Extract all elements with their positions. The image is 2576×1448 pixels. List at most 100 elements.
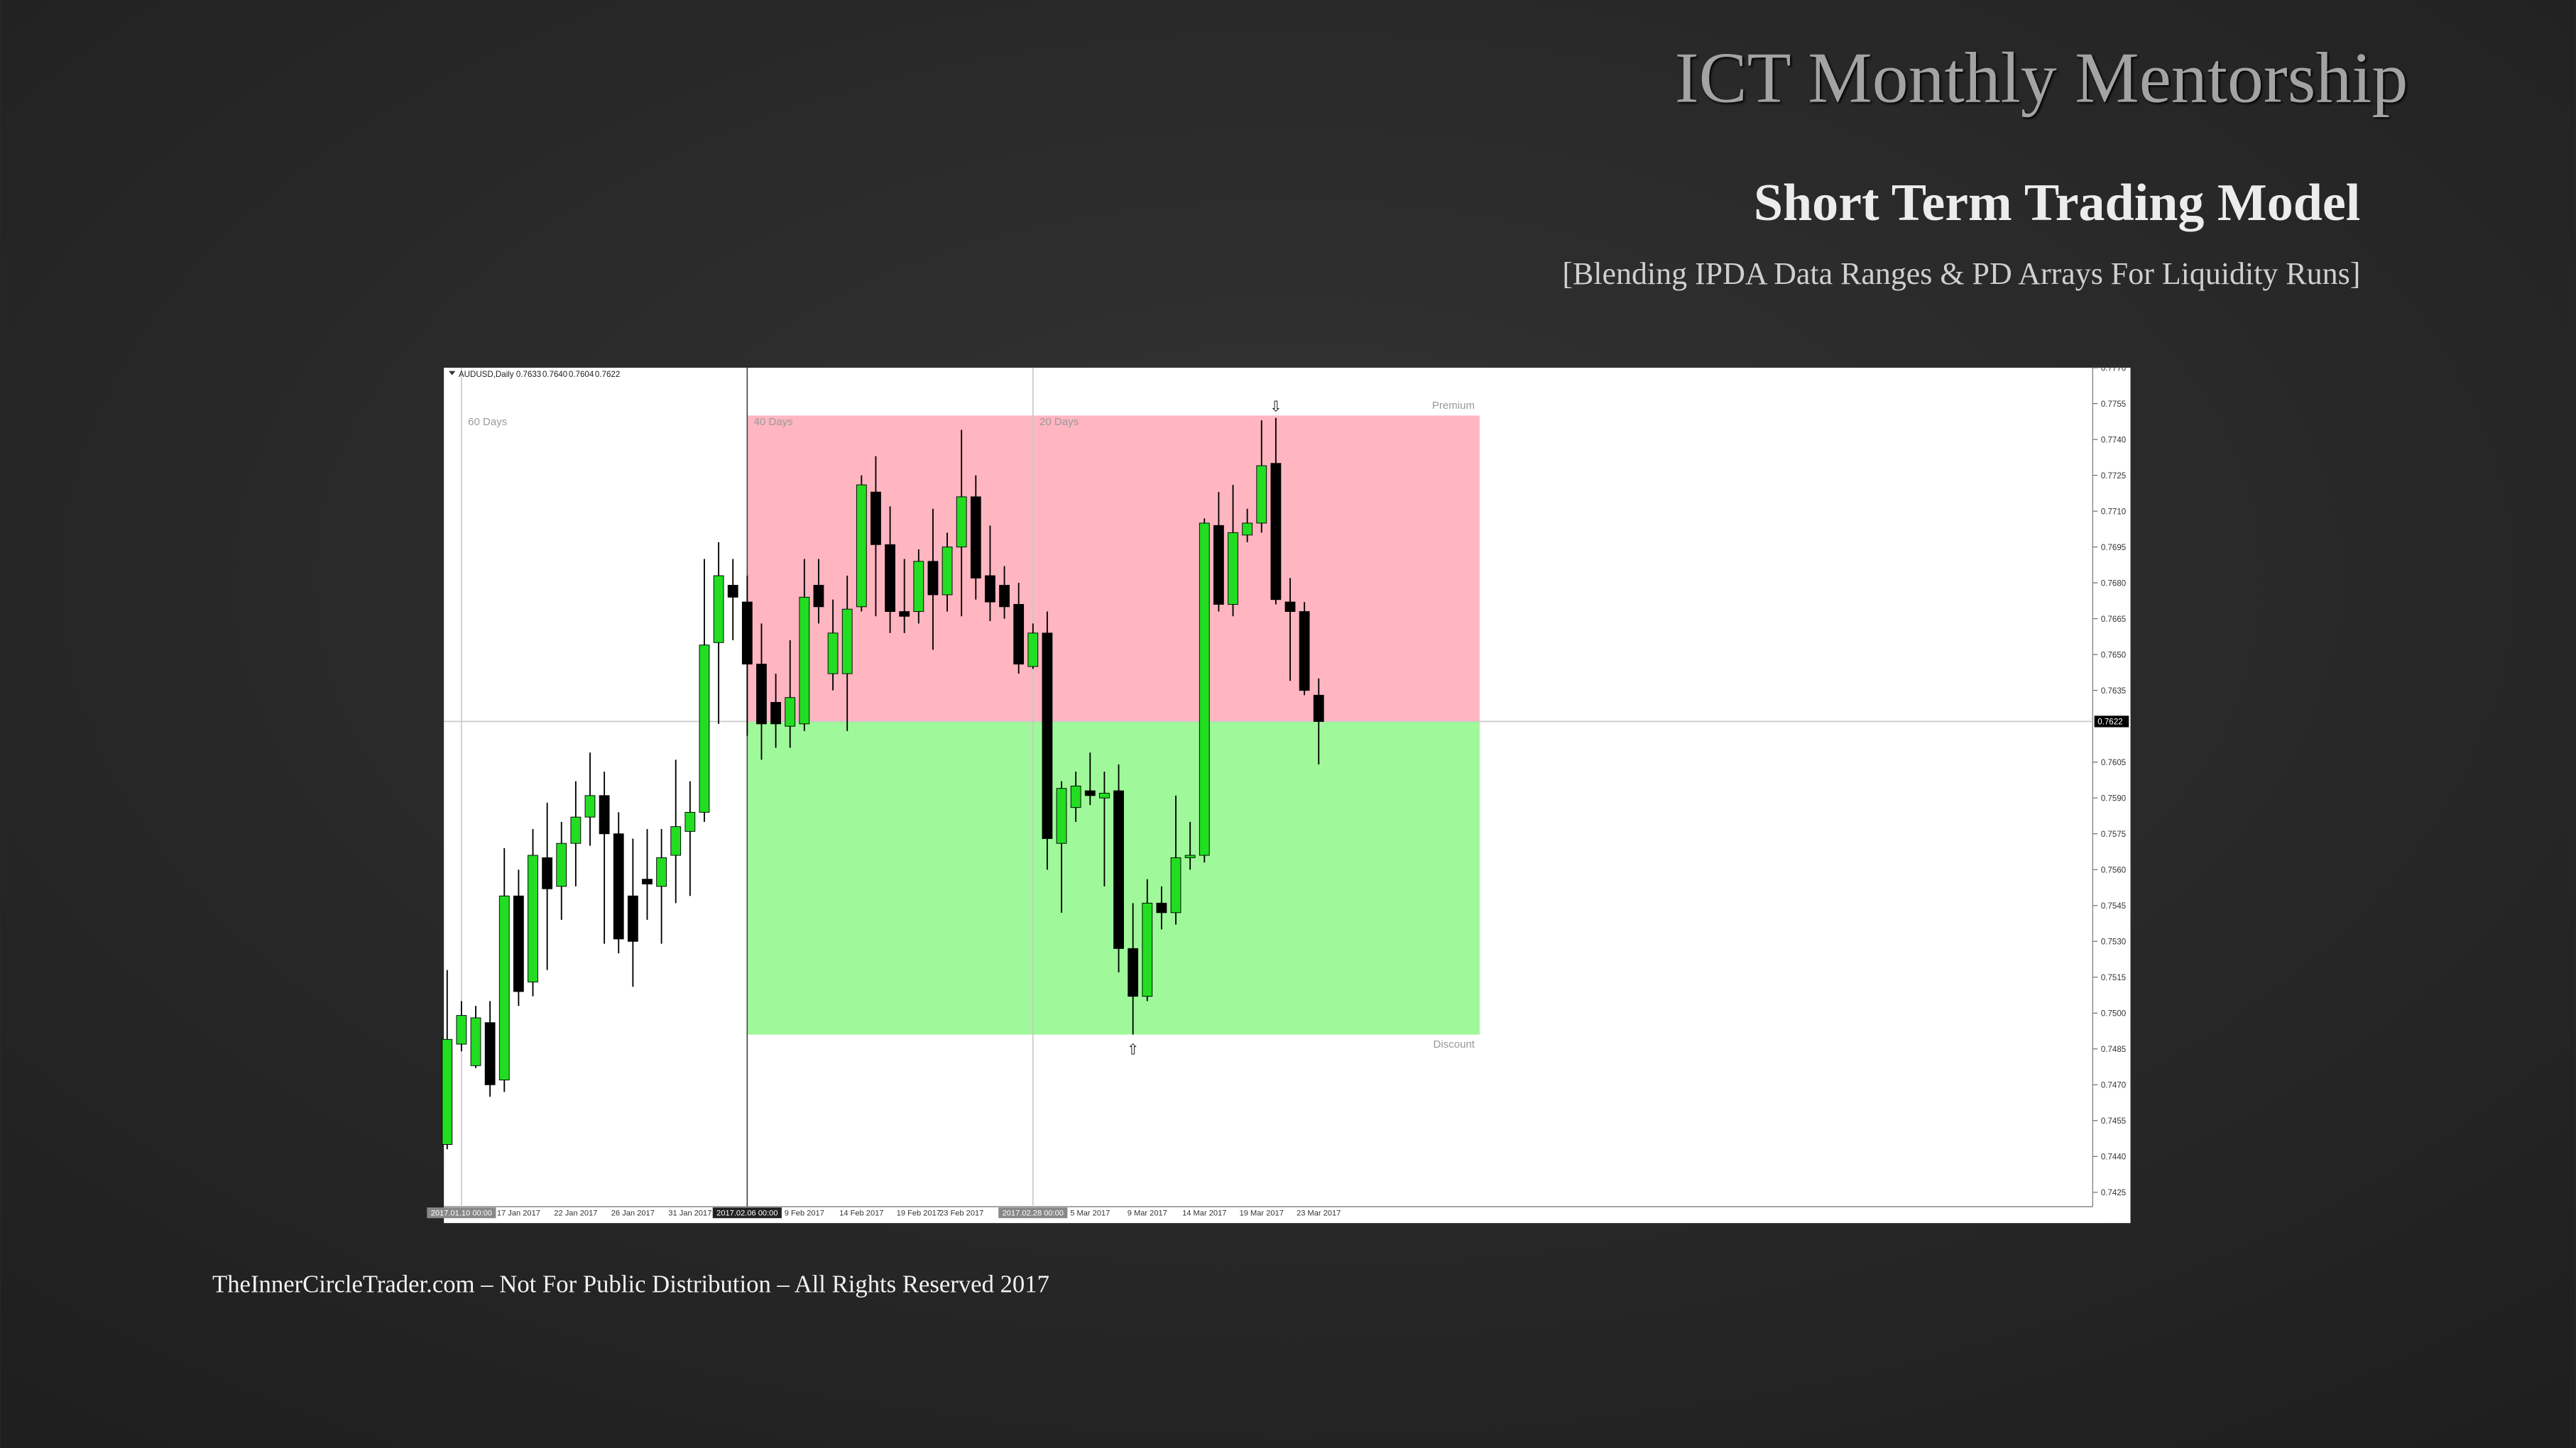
arrow: ⇧ — [1127, 1041, 1139, 1058]
candle-body — [1070, 785, 1081, 808]
y-tick-label: 0.7740 — [2101, 436, 2126, 444]
candle-body — [1170, 857, 1181, 914]
date-highlight — [427, 1207, 496, 1219]
candle-body — [727, 585, 738, 598]
footer: TheInnerCircleTrader.com – Not For Publi… — [212, 1270, 1049, 1298]
y-tick-label: 0.7485 — [2101, 1046, 2126, 1054]
candle-body — [942, 547, 953, 596]
candle-body — [1184, 855, 1196, 858]
x-tick-label: 19 Mar 2017 — [1240, 1210, 1284, 1218]
date-highlight — [998, 1207, 1068, 1219]
date-highlight-label: 2017.01.10 00:00 — [431, 1210, 492, 1218]
chart: Premium Discount 60 Days 2017.01.10 00:00 40… — [427, 364, 2129, 1219]
candle-body — [813, 585, 824, 608]
candle-body — [1042, 632, 1053, 839]
candle-body — [498, 895, 510, 1080]
title: ICT Monthly Mentorship — [1675, 38, 2408, 118]
day-line-label: 20 Days — [1039, 416, 1079, 428]
candle-body — [528, 855, 538, 982]
candle-body — [1313, 694, 1324, 722]
x-tick-label: 5 Mar 2017 — [1070, 1210, 1110, 1218]
day-line-label: 40 Days — [754, 416, 793, 428]
tagline: [Blending IPDA Data Ranges & PD Arrays F… — [1562, 256, 2360, 291]
candle-body — [556, 843, 567, 887]
candle-body — [1084, 790, 1096, 796]
y-tick-label: 0.7650 — [2101, 651, 2126, 659]
y-tick-label: 0.7455 — [2101, 1117, 2126, 1126]
arrow: ⇩ — [1270, 399, 1282, 415]
discount-zone — [747, 721, 1480, 1035]
y-tick-label: 0.7755 — [2101, 400, 2126, 409]
y-tick-label: 0.7665 — [2101, 615, 2126, 624]
candle-body — [756, 664, 767, 725]
candle-body — [899, 611, 910, 617]
discount-label: Discount — [1434, 1038, 1475, 1051]
candle-body — [456, 1015, 467, 1045]
candle-body — [785, 697, 796, 727]
ohlc-info: 0.7622 — [595, 371, 620, 379]
candle-body — [584, 795, 596, 818]
y-tick-label: 0.7515 — [2101, 974, 2126, 982]
candle-body — [827, 632, 839, 674]
candle-body — [1113, 790, 1124, 949]
candle-body — [656, 857, 667, 887]
candle-body — [1256, 465, 1267, 524]
candle-body — [484, 1022, 496, 1085]
candle-body — [1284, 601, 1296, 613]
candle-body — [956, 496, 967, 548]
candle-body — [999, 585, 1010, 608]
x-tick-label: 14 Mar 2017 — [1182, 1210, 1226, 1218]
y-tick-label: 0.7530 — [2101, 938, 2126, 946]
y-tick-label: 0.7680 — [2101, 579, 2126, 588]
y-tick-label: 0.7500 — [2101, 1009, 2126, 1018]
x-tick-label: 31 Jan 2017 — [668, 1210, 711, 1218]
candle-body — [885, 544, 895, 613]
candle-body — [1242, 522, 1253, 536]
candle-body — [1142, 902, 1153, 997]
candle-body — [442, 1038, 453, 1145]
candle-body — [1213, 525, 1224, 605]
candle-body — [542, 857, 553, 889]
candle-body — [513, 895, 524, 992]
candle-body — [741, 601, 753, 665]
candle-body — [841, 608, 853, 674]
date-highlight — [712, 1207, 782, 1219]
candle-body — [927, 561, 939, 596]
candle-body — [1299, 611, 1310, 691]
date-highlight-label: 2017.02.06 00:00 — [716, 1210, 777, 1218]
ohlc-info: 0.7604 — [569, 371, 594, 379]
candle-body — [627, 895, 638, 942]
y-tick-label: 0.7695 — [2101, 544, 2126, 552]
candle-body — [985, 575, 995, 603]
candle-body — [642, 879, 653, 884]
candle-body — [970, 496, 981, 578]
y-tick-label: 0.7770 — [2101, 364, 2126, 373]
premium-label: Premium — [1432, 400, 1475, 412]
subtitle: Short Term Trading Model — [1754, 174, 2361, 232]
premium-zone — [747, 415, 1480, 722]
x-tick-label: 23 Feb 2017 — [939, 1210, 983, 1218]
candle-body — [613, 833, 624, 940]
ohlc-info: 0.7633 — [516, 371, 541, 379]
y-tick-label: 0.7635 — [2101, 687, 2126, 696]
x-tick-label: 14 Feb 2017 — [839, 1210, 883, 1218]
y-tick-label: 0.7560 — [2101, 866, 2126, 874]
candle-body — [470, 1017, 481, 1066]
day-line-label: 60 Days — [468, 416, 507, 428]
x-tick-label: 17 Jan 2017 — [497, 1210, 540, 1218]
y-tick-label: 0.7575 — [2101, 830, 2126, 839]
candle-body — [770, 702, 782, 725]
candle-body — [1228, 532, 1238, 605]
candle-body — [1056, 788, 1067, 844]
y-tick-label: 0.7440 — [2101, 1153, 2126, 1161]
x-tick-label: 19 Feb 2017 — [897, 1210, 941, 1218]
x-tick-label: 22 Jan 2017 — [554, 1210, 597, 1218]
y-tick-label: 0.7725 — [2101, 472, 2126, 481]
y-tick-label: 0.7605 — [2101, 759, 2126, 767]
candle-body — [1199, 522, 1210, 856]
last-price-label: 0.7622 — [2097, 718, 2122, 727]
candle-body — [1013, 603, 1025, 665]
ohlc-info: 0.7640 — [542, 371, 567, 379]
